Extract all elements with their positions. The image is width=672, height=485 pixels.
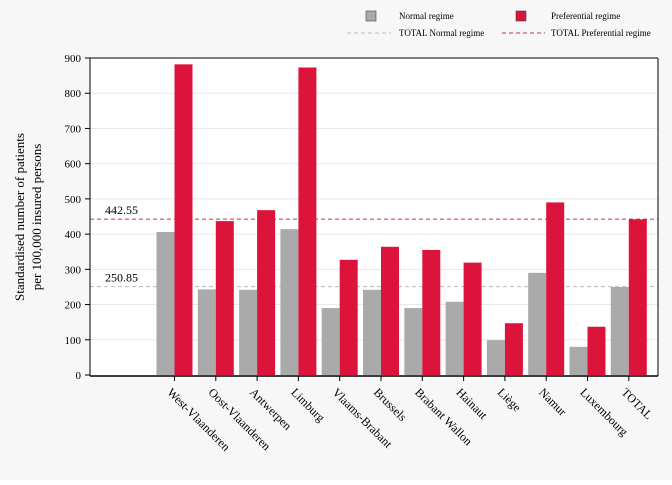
bar xyxy=(486,340,505,375)
bar xyxy=(528,272,547,375)
bar xyxy=(174,64,193,375)
legend-label-total-normal: TOTAL Normal regime xyxy=(399,28,484,38)
bar xyxy=(569,346,588,375)
y-axis-label-line1: Standardised number of patients xyxy=(12,133,27,301)
y-tick-label: 300 xyxy=(65,264,82,276)
y-axis-ticks: 0 100 200 300 400 500 600 700 800 900 xyxy=(65,53,90,382)
bar xyxy=(422,249,441,375)
bar xyxy=(280,229,299,375)
bar xyxy=(257,210,276,375)
bar xyxy=(298,67,317,375)
y-tick-label: 0 xyxy=(76,370,82,382)
bar xyxy=(445,301,464,375)
bar xyxy=(197,289,216,375)
bar xyxy=(587,326,606,375)
bar xyxy=(156,231,175,375)
bar xyxy=(239,289,258,375)
bar xyxy=(381,246,399,375)
legend-label-normal: Normal regime xyxy=(399,11,454,21)
legend: Normal regime Preferential regime TOTAL … xyxy=(347,10,651,38)
legend-swatch-preferential xyxy=(515,10,527,22)
y-tick-label: 800 xyxy=(65,88,82,100)
y-axis-label-line2: per 100,000 insured persons xyxy=(29,144,44,291)
bar xyxy=(363,289,381,375)
bar xyxy=(546,202,565,375)
legend-label-preferential: Preferential regime xyxy=(551,11,620,21)
y-tick-label: 500 xyxy=(65,194,82,206)
y-tick-label: 200 xyxy=(65,300,82,312)
bar xyxy=(321,308,340,375)
bar xyxy=(215,221,234,375)
reference-line-label: 250.85 xyxy=(105,271,138,285)
y-tick-label: 400 xyxy=(65,229,82,241)
reference-line-label: 442.55 xyxy=(105,203,138,217)
y-tick-label: 900 xyxy=(65,53,82,65)
legend-label-total-preferential: TOTAL Preferential regime xyxy=(551,28,651,38)
y-tick-label: 700 xyxy=(65,123,82,135)
bar xyxy=(463,262,482,375)
bar xyxy=(339,259,358,375)
bars xyxy=(156,64,647,375)
legend-swatch-normal xyxy=(365,10,377,22)
bar xyxy=(504,323,523,375)
y-tick-label: 100 xyxy=(65,335,82,347)
y-tick-label: 600 xyxy=(65,159,82,171)
bar xyxy=(628,219,647,375)
bar xyxy=(610,286,629,375)
bar xyxy=(404,308,423,375)
